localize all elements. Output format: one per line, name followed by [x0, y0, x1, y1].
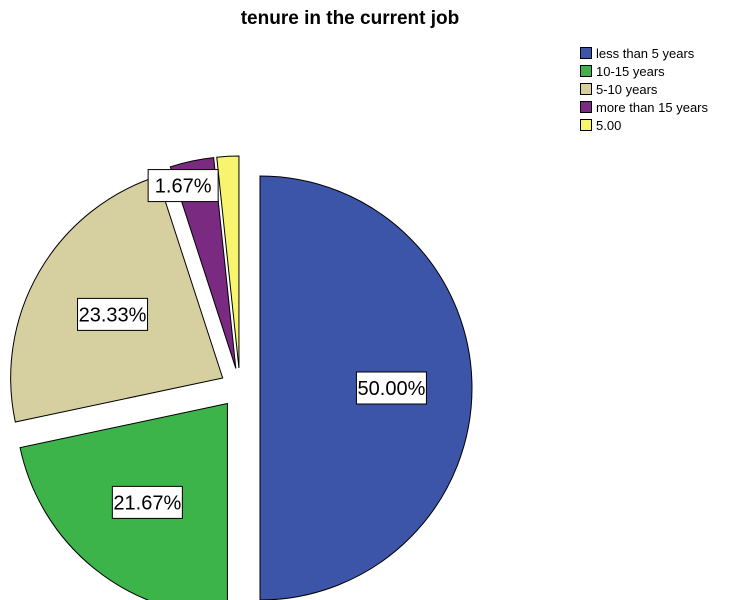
data-label-text: 21.67% [113, 492, 181, 514]
legend-swatch [580, 65, 592, 77]
pie-slice [216, 155, 240, 369]
legend: less than 5 years 10-15 years 5-10 years mo… [580, 44, 708, 134]
data-label-box [147, 169, 219, 203]
legend-swatch [580, 83, 592, 95]
data-label-text: 50.00% [358, 378, 426, 400]
data-label-box [111, 485, 183, 519]
data-label-text: 23.33% [79, 304, 147, 326]
legend-item: 10-15 years [580, 62, 708, 80]
pie-slice [169, 157, 237, 369]
slice-data-label: 23.33% [77, 297, 149, 331]
data-label-text: 1.67% [155, 176, 212, 198]
legend-item: less than 5 years [580, 44, 708, 62]
data-label-box [355, 371, 427, 405]
legend-label: more than 15 years [596, 99, 709, 115]
legend-item: more than 15 years [580, 98, 708, 116]
data-label-box [77, 297, 149, 331]
legend-swatch [580, 47, 592, 59]
slice-data-label: 50.00% [355, 371, 427, 405]
chart-title: tenure in the current job [240, 8, 460, 29]
slice-data-label: 21.67% [111, 485, 183, 519]
legend-swatch [580, 119, 592, 131]
legend-label: less than 5 years [596, 45, 695, 61]
legend-item: 5.00 [580, 116, 708, 134]
legend-swatch [580, 101, 592, 113]
legend-label: 5-10 years [596, 81, 658, 97]
legend-label: 5.00 [596, 117, 622, 133]
legend-label: 10-15 years [596, 63, 665, 79]
slice-data-label: 1.67% [147, 169, 219, 203]
legend-item: 5-10 years [580, 80, 708, 98]
